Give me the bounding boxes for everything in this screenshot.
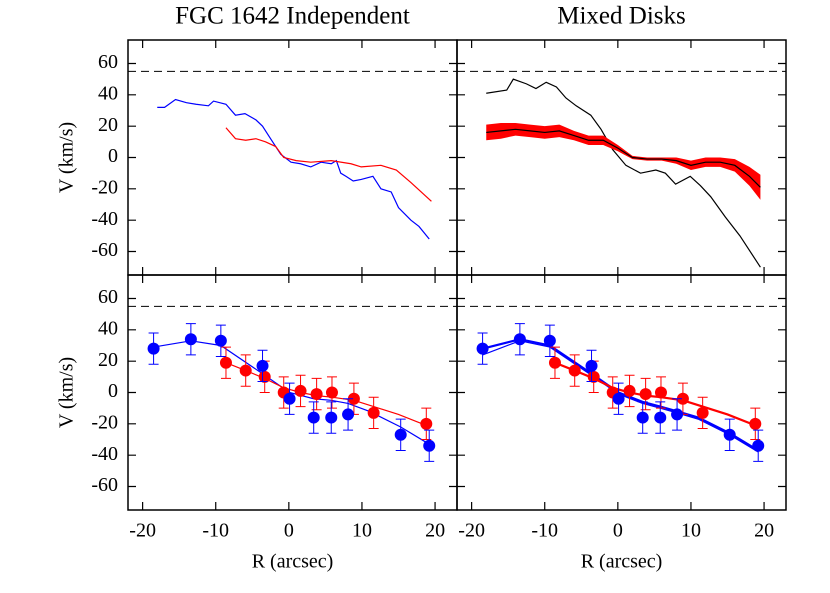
data-point <box>671 408 684 421</box>
data-point <box>420 417 433 430</box>
x-tick-label: -10 <box>531 520 558 542</box>
data-point <box>636 411 649 424</box>
x-tick-label: 10 <box>352 520 372 542</box>
x-tick-label: -20 <box>458 520 485 542</box>
x-tick-label: 10 <box>681 520 701 542</box>
data-point <box>476 342 489 355</box>
data-point <box>568 364 581 377</box>
y-tick-label: 20 <box>98 114 118 136</box>
x-tick-label: 20 <box>754 520 774 542</box>
data-point <box>654 386 667 399</box>
y-tick-label: 0 <box>108 380 118 402</box>
data-point <box>367 406 380 419</box>
data-point <box>147 342 160 355</box>
panel-frame <box>127 274 458 511</box>
y-tick-label: -60 <box>91 239 118 261</box>
panel-title: FGC 1642 Independent <box>175 3 410 30</box>
data-point <box>423 439 436 452</box>
y-tick-label: -60 <box>91 474 118 496</box>
panel-title: Mixed Disks <box>557 3 685 30</box>
data-point <box>214 334 227 347</box>
data-point <box>623 384 636 397</box>
band-center-line <box>486 128 761 188</box>
x-tick-label: 20 <box>425 520 445 542</box>
data-point <box>749 417 762 430</box>
panel: R (arcsec) -20 -10 0 10 20 <box>456 274 787 573</box>
panel: Mixed Disks <box>456 3 787 276</box>
y-tick-label: -20 <box>91 176 118 198</box>
data-point <box>184 333 197 346</box>
x-tick-label: -20 <box>129 520 156 542</box>
x-tick-label: 0 <box>613 520 623 542</box>
x-tick-label: -10 <box>202 520 229 542</box>
y-tick-label: 60 <box>98 286 118 308</box>
data-point <box>325 386 338 399</box>
data-point <box>219 356 232 369</box>
data-point <box>307 411 320 424</box>
panel: FGC 1642 Independent V (km/s) -60 -40 -20 0 20… <box>56 3 458 276</box>
data-point <box>283 392 296 405</box>
x-axis-label: R (arcsec) <box>581 551 663 573</box>
panel-frame <box>127 39 458 276</box>
data-point <box>587 370 600 383</box>
panel-frame <box>456 274 787 511</box>
data-point <box>258 370 271 383</box>
data-point <box>752 439 765 452</box>
y-tick-label: 60 <box>98 51 118 73</box>
y-tick-label: -20 <box>91 411 118 433</box>
x-tick-label: 0 <box>284 520 294 542</box>
panel-frame <box>456 39 787 276</box>
data-point <box>310 388 323 401</box>
y-tick-label: -40 <box>91 208 118 230</box>
data-point <box>543 334 556 347</box>
y-tick-label: 20 <box>98 349 118 371</box>
data-point <box>239 364 252 377</box>
y-tick-label: -40 <box>91 443 118 465</box>
y-tick-label: 0 <box>108 145 118 167</box>
y-tick-label: 40 <box>98 82 118 104</box>
y-tick-label: 40 <box>98 317 118 339</box>
data-point <box>639 388 652 401</box>
data-point <box>585 359 598 372</box>
y-axis-label: V (km/s) <box>56 122 78 193</box>
x-axis-label: R (arcsec) <box>252 551 334 573</box>
data-point <box>696 406 709 419</box>
data-line <box>225 127 432 202</box>
data-point <box>256 359 269 372</box>
data-point <box>342 408 355 421</box>
data-line <box>153 340 430 445</box>
data-point <box>294 384 307 397</box>
error-band <box>486 123 761 200</box>
data-point <box>513 333 526 346</box>
data-line <box>486 78 761 268</box>
data-point <box>612 392 625 405</box>
data-point <box>676 392 689 405</box>
data-point <box>394 428 407 441</box>
data-point <box>654 411 667 424</box>
data-point <box>548 356 561 369</box>
data-line <box>157 98 430 240</box>
panel: V (km/s) R (arcsec) -60 -40 -20 0 20 40 60 -20 -10… <box>56 274 458 573</box>
y-axis-label: V (km/s) <box>56 357 78 428</box>
data-point <box>723 428 736 441</box>
data-point <box>347 392 360 405</box>
data-point <box>325 411 338 424</box>
